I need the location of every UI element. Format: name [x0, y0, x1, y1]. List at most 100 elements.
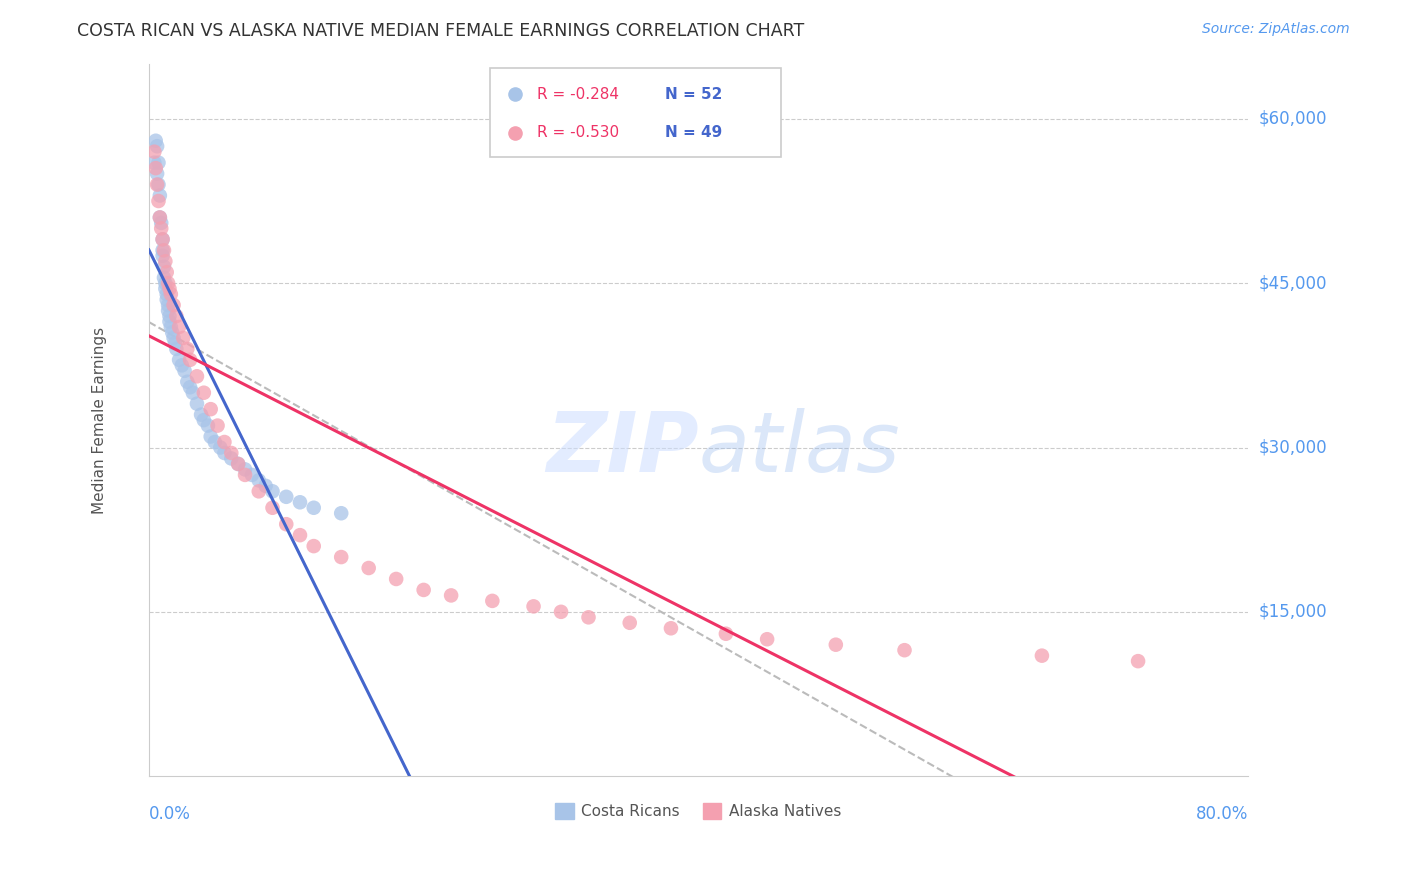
Text: R = -0.530: R = -0.530 [537, 125, 619, 140]
Point [193, 385, 215, 400]
Point [155, 282, 177, 296]
Point [148, 155, 170, 169]
Point [226, 457, 249, 471]
Point [186, 369, 208, 384]
Point [165, 309, 187, 323]
Point [157, 303, 180, 318]
Text: R = -0.284: R = -0.284 [537, 87, 619, 102]
Point [247, 484, 270, 499]
Point [481, 594, 503, 608]
Point [233, 467, 256, 482]
Text: Source: ZipAtlas.com: Source: ZipAtlas.com [1202, 22, 1350, 37]
Point [143, 145, 166, 159]
Point [160, 326, 183, 340]
Point [152, 244, 174, 258]
Point [288, 528, 311, 542]
Text: $60,000: $60,000 [1260, 110, 1327, 128]
Point [159, 314, 181, 328]
Point [159, 282, 181, 296]
Point [595, 769, 617, 783]
Text: $15,000: $15,000 [1260, 603, 1327, 621]
Point [157, 298, 180, 312]
Point [152, 249, 174, 263]
Point [181, 385, 204, 400]
Point [197, 418, 219, 433]
Text: N = 49: N = 49 [665, 125, 723, 140]
Point [756, 632, 779, 647]
Point [204, 435, 226, 450]
Point [159, 309, 181, 323]
Point [176, 375, 198, 389]
Point [179, 352, 201, 367]
Point [357, 561, 380, 575]
Point [412, 582, 434, 597]
Text: N = 52: N = 52 [665, 87, 723, 102]
Point [186, 397, 208, 411]
Point [145, 161, 167, 175]
Point [165, 342, 187, 356]
Point [157, 276, 180, 290]
Point [156, 287, 179, 301]
Point [173, 364, 195, 378]
Text: COSTA RICAN VS ALASKA NATIVE MEDIAN FEMALE EARNINGS CORRELATION CHART: COSTA RICAN VS ALASKA NATIVE MEDIAN FEMA… [77, 22, 804, 40]
Point [893, 643, 915, 657]
Point [162, 331, 184, 345]
Point [190, 408, 212, 422]
Point [385, 572, 408, 586]
Point [156, 293, 179, 307]
Point [148, 178, 170, 192]
Text: 0.0%: 0.0% [149, 805, 191, 822]
Point [221, 446, 243, 460]
Point [276, 490, 298, 504]
Point [578, 610, 600, 624]
Point [145, 134, 167, 148]
Point [288, 495, 311, 509]
Point [167, 320, 190, 334]
Point [200, 402, 222, 417]
Point [302, 539, 325, 553]
Point [152, 232, 174, 246]
Point [146, 139, 169, 153]
Point [172, 331, 194, 345]
Point [153, 270, 176, 285]
Point [193, 413, 215, 427]
Point [150, 216, 173, 230]
Point [824, 638, 846, 652]
Point [176, 342, 198, 356]
Point [153, 244, 176, 258]
Text: Median Female Earnings: Median Female Earnings [91, 326, 107, 514]
Point [1126, 654, 1149, 668]
Point [160, 320, 183, 334]
Point [207, 418, 229, 433]
Legend: Costa Ricans, Alaska Natives: Costa Ricans, Alaska Natives [550, 797, 848, 825]
Point [262, 500, 284, 515]
Point [440, 588, 463, 602]
Point [226, 457, 249, 471]
Point [262, 484, 284, 499]
Point [240, 467, 263, 482]
Point [330, 550, 353, 565]
Point [209, 441, 232, 455]
Point [149, 211, 172, 225]
Point [150, 221, 173, 235]
Point [595, 769, 617, 783]
Point [550, 605, 572, 619]
Point [254, 479, 277, 493]
Point [148, 194, 170, 208]
Point [170, 359, 193, 373]
Point [155, 276, 177, 290]
Point [221, 451, 243, 466]
Point [152, 232, 174, 246]
Point [155, 254, 177, 268]
Text: 80.0%: 80.0% [1195, 805, 1249, 822]
Text: $45,000: $45,000 [1260, 274, 1327, 293]
Point [247, 474, 270, 488]
Point [302, 500, 325, 515]
Text: ZIP: ZIP [546, 409, 699, 489]
Point [619, 615, 641, 630]
Point [179, 380, 201, 394]
Point [153, 260, 176, 274]
Point [149, 211, 172, 225]
Point [200, 429, 222, 443]
Point [156, 265, 179, 279]
